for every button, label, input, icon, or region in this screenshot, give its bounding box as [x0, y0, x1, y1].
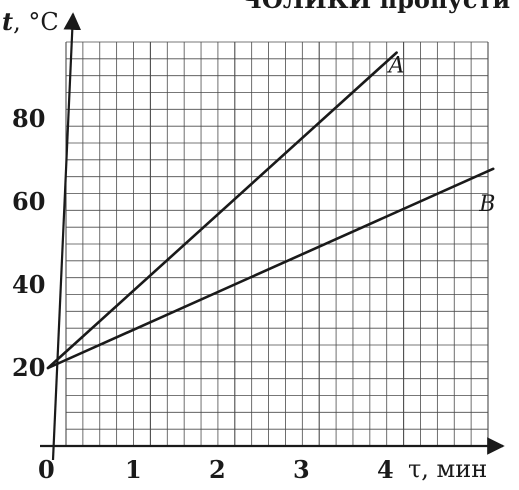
grid	[65, 41, 489, 447]
series-label-b: B	[478, 192, 495, 217]
x-tick-label: 2	[209, 455, 226, 484]
x-tick-label: 3	[293, 455, 310, 484]
y-axis-variable: t	[2, 7, 13, 36]
series-line-b	[46, 167, 495, 370]
y-tick-label: 40	[12, 270, 45, 299]
x-tick-label: 4	[377, 455, 394, 484]
y-tick-label: 60	[12, 187, 45, 216]
x-tick-labels: 0 1 2 3 4	[38, 455, 394, 484]
y-axis	[51, 12, 82, 461]
header-fragment: ЧОЛИКИ пропусти	[240, 0, 510, 14]
series-group: AB	[46, 51, 495, 370]
y-axis-unit: , °C	[13, 8, 59, 36]
y-tick-labels: 20 40 60 80	[12, 104, 45, 382]
x-tick-label: 0	[38, 455, 55, 484]
series-line-a	[46, 51, 398, 370]
y-tick-label: 80	[12, 104, 45, 133]
y-axis-title: t, °C	[2, 7, 59, 36]
y-tick-label: 20	[12, 353, 45, 382]
x-tick-label: 1	[125, 455, 142, 484]
series-label-a: A	[387, 54, 405, 79]
x-axis-title: τ, мин	[408, 455, 487, 483]
